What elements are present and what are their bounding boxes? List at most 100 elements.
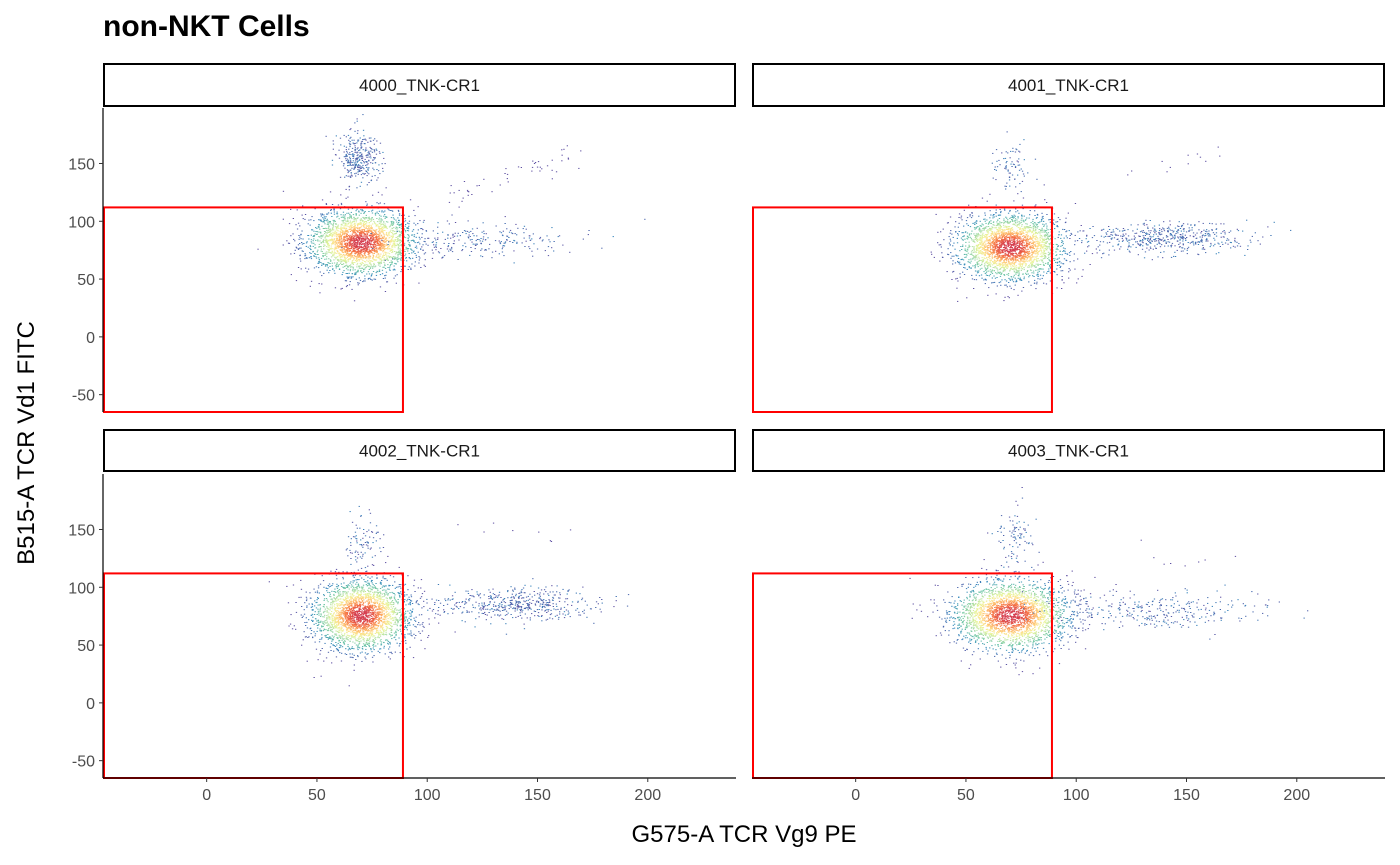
- data-point: [1061, 254, 1063, 256]
- data-point: [1019, 227, 1021, 229]
- data-point: [1042, 261, 1044, 263]
- data-point: [380, 253, 382, 255]
- data-point: [351, 229, 353, 231]
- data-point: [357, 225, 359, 226]
- data-point: [350, 228, 352, 230]
- data-point: [1055, 255, 1057, 256]
- data-point: [369, 261, 371, 263]
- data-point: [376, 270, 378, 272]
- data-point: [385, 253, 387, 255]
- data-point: [344, 246, 346, 248]
- data-point: [356, 264, 358, 266]
- data-point: [363, 138, 365, 140]
- data-point: [1009, 209, 1011, 211]
- data-point: [327, 262, 329, 264]
- data-point: [480, 238, 482, 239]
- data-point: [976, 247, 978, 249]
- data-point: [973, 255, 975, 257]
- data-point: [1047, 246, 1049, 248]
- data-point: [1015, 265, 1017, 267]
- data-point: [394, 246, 396, 248]
- data-point: [362, 164, 364, 166]
- data-point: [1011, 215, 1013, 217]
- data-point: [531, 166, 534, 168]
- data-point: [393, 277, 395, 279]
- data-point: [347, 252, 349, 254]
- data-point: [320, 237, 322, 239]
- data-point: [954, 262, 957, 264]
- data-point: [332, 226, 334, 228]
- data-point: [379, 232, 381, 234]
- data-point: [389, 210, 391, 211]
- data-point: [379, 225, 382, 227]
- data-point: [1003, 261, 1005, 263]
- data-point: [349, 215, 351, 217]
- data-point: [324, 258, 326, 260]
- data-point: [972, 265, 974, 267]
- data-point: [292, 233, 294, 235]
- data-point: [370, 147, 372, 149]
- data-point: [410, 248, 412, 250]
- data-point: [346, 245, 348, 247]
- data-point: [361, 244, 363, 245]
- data-point: [341, 250, 343, 252]
- data-point: [325, 240, 328, 242]
- data-point: [367, 167, 369, 169]
- data-point: [334, 235, 336, 237]
- data-point: [342, 245, 345, 247]
- data-point: [1069, 254, 1071, 256]
- data-point: [1053, 213, 1056, 215]
- data-point: [349, 270, 351, 272]
- data-point: [1024, 265, 1027, 267]
- data-point: [377, 170, 380, 172]
- data-point: [1044, 243, 1047, 245]
- data-point: [438, 252, 441, 254]
- data-point: [344, 217, 346, 219]
- data-point: [353, 225, 356, 227]
- data-point: [310, 253, 312, 254]
- data-point: [970, 267, 972, 269]
- data-point: [365, 261, 367, 263]
- data-point: [309, 246, 312, 248]
- data-point: [343, 241, 346, 243]
- data-point: [333, 253, 335, 255]
- data-point: [1032, 237, 1034, 239]
- data-point: [354, 269, 356, 271]
- data-point: [1076, 282, 1078, 284]
- data-point: [1042, 246, 1044, 247]
- data-point: [948, 242, 951, 244]
- data-point: [367, 245, 369, 247]
- data-point: [986, 257, 988, 259]
- data-point: [957, 258, 960, 259]
- data-point: [344, 251, 346, 253]
- data-point: [1036, 243, 1038, 244]
- data-point: [333, 238, 336, 240]
- data-point: [364, 143, 366, 145]
- data-point: [1025, 273, 1028, 275]
- data-point: [332, 254, 334, 256]
- data-point: [1024, 261, 1026, 263]
- data-point: [323, 239, 325, 241]
- data-point: [333, 254, 335, 256]
- data-point: [1012, 265, 1014, 267]
- data-point: [345, 146, 348, 148]
- data-point: [332, 238, 334, 240]
- data-point: [400, 231, 402, 233]
- data-point: [1073, 260, 1075, 262]
- data-point: [337, 259, 339, 261]
- data-point: [363, 135, 365, 137]
- data-point: [360, 223, 362, 224]
- data-point: [387, 239, 389, 241]
- data-point: [349, 158, 351, 159]
- data-point: [407, 227, 409, 229]
- data-point: [377, 191, 380, 193]
- data-point: [349, 231, 352, 232]
- data-point: [354, 145, 356, 147]
- data-point: [977, 235, 979, 237]
- data-point: [344, 225, 346, 227]
- data-point: [1046, 247, 1049, 249]
- data-point: [364, 252, 366, 254]
- data-point: [352, 249, 354, 251]
- data-point: [397, 246, 400, 248]
- data-point: [506, 178, 508, 180]
